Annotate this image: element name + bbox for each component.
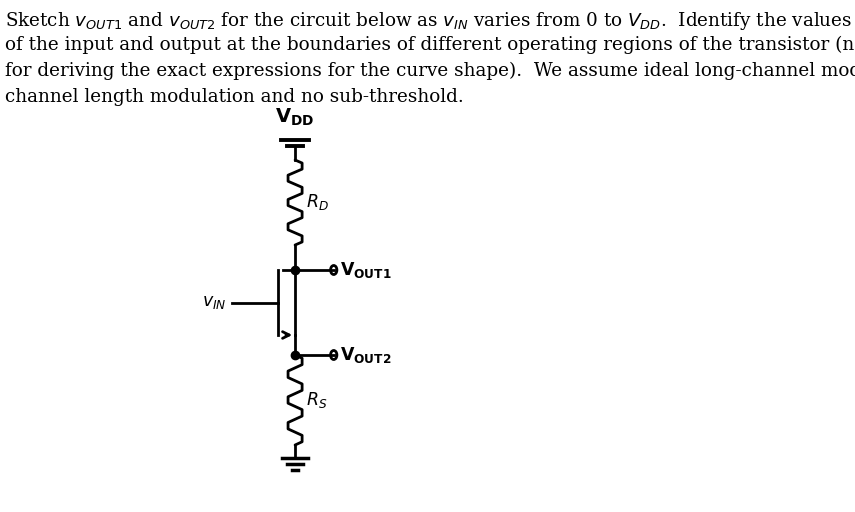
Text: Sketch $v_{\mathit{OUT1}}$ and $v_{\mathit{OUT2}}$ for the circuit below as $v_{: Sketch $v_{\mathit{OUT1}}$ and $v_{\math… [5,10,852,32]
Text: of the input and output at the boundaries of different operating regions of the : of the input and output at the boundarie… [5,36,855,54]
Text: $\mathbf{V_{DD}}$: $\mathbf{V_{DD}}$ [275,106,315,128]
Text: $\mathit{R_D}$: $\mathit{R_D}$ [306,193,329,212]
Text: for deriving the exact expressions for the curve shape).  We assume ideal long-c: for deriving the exact expressions for t… [5,62,855,80]
Text: $\mathit{v_{IN}}$: $\mathit{v_{IN}}$ [202,294,227,311]
Text: channel length modulation and no sub-threshold.: channel length modulation and no sub-thr… [5,88,463,106]
Text: $\mathit{R_S}$: $\mathit{R_S}$ [306,390,327,410]
Text: $\mathbf{V_{OUT2}}$: $\mathbf{V_{OUT2}}$ [340,345,392,365]
Text: $\mathbf{V_{OUT1}}$: $\mathbf{V_{OUT1}}$ [340,260,392,280]
